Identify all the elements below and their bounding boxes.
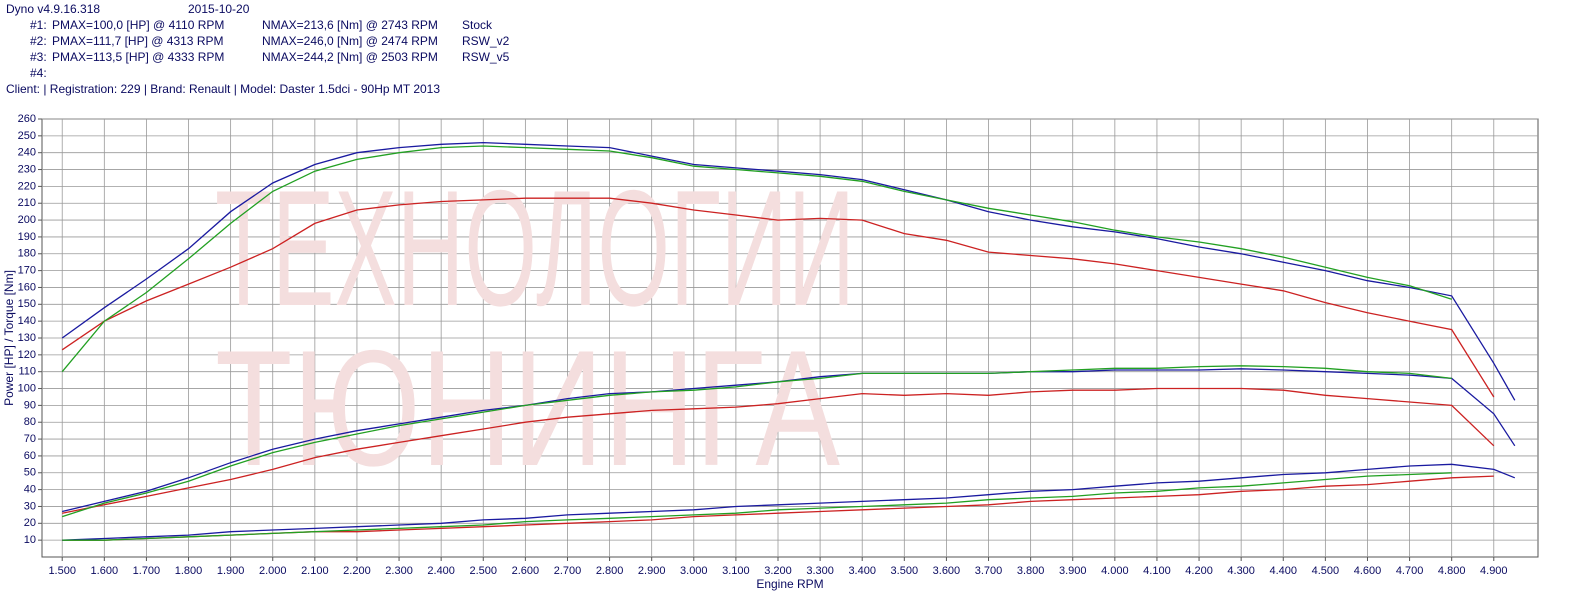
x-tick-label: 2.900 (638, 565, 666, 577)
watermark: ТЮНИНГА (215, 316, 840, 500)
client-info: Client: | Registration: 229 | Brand: Ren… (6, 82, 440, 96)
run-name: RSW_v5 (462, 50, 510, 64)
y-tick-label: 60 (24, 450, 36, 462)
data-line (61, 145, 1452, 373)
x-tick-label: 4.300 (1227, 565, 1255, 577)
data-line (62, 463, 1516, 541)
x-tick-label: 4.800 (1438, 565, 1466, 577)
y-tick-label: 250 (18, 130, 36, 142)
x-tick-label: 4.400 (1269, 565, 1297, 577)
y-tick-label: 130 (18, 332, 36, 344)
data-line (61, 197, 1495, 398)
data-line (62, 472, 1452, 541)
x-tick-label: 4.900 (1480, 565, 1508, 577)
y-tick-label: 150 (18, 298, 36, 310)
y-tick-label: 10 (24, 534, 36, 546)
lines (61, 141, 1516, 541)
run-pmax: PMAX=111,7 [HP] @ 4313 RPM (52, 34, 223, 48)
x-tick-label: 2.400 (427, 565, 455, 577)
run-nmax: NMAX=244,2 [Nm] @ 2503 RPM (262, 50, 438, 64)
x-tick-label: 4.200 (1185, 565, 1213, 577)
data-line (62, 365, 1452, 518)
x-tick-label: 3.900 (1059, 565, 1087, 577)
y-tick-label: 260 (18, 113, 36, 125)
data-line (61, 141, 1516, 401)
x-tick-label: 4.000 (1101, 565, 1129, 577)
x-tick-label: 2.500 (469, 565, 497, 577)
app-version: Dyno v4.9.16.318 (6, 2, 100, 16)
x-tick-label: 4.700 (1396, 565, 1424, 577)
x-tick-label: 3.800 (1017, 565, 1045, 577)
x-tick-label: 3.500 (891, 565, 919, 577)
x-tick-label: 2.200 (343, 565, 371, 577)
x-tick-label: 1.900 (217, 565, 245, 577)
run-pmax: PMAX=100,0 [HP] @ 4110 RPM (52, 18, 224, 32)
y-tick-label: 190 (18, 231, 36, 243)
x-tick-label: 3.000 (680, 565, 708, 577)
y-tick-label: 40 (24, 484, 36, 496)
x-tick-label: 3.200 (764, 565, 792, 577)
x-tick-label: 1.800 (175, 565, 203, 577)
y-tick-label: 220 (18, 180, 36, 192)
x-tick-label: 4.500 (1312, 565, 1340, 577)
y-tick-label: 90 (24, 399, 36, 411)
y-tick-label: 140 (18, 315, 36, 327)
y-tick-label: 170 (18, 265, 36, 277)
grid (42, 118, 1538, 557)
y-tick-label: 30 (24, 500, 36, 512)
y-tick-label: 70 (24, 433, 36, 445)
run-id: #1: (30, 18, 47, 32)
x-tick-label: 4.600 (1354, 565, 1382, 577)
run-id: #3: (30, 50, 47, 64)
x-tick-label: 3.300 (806, 565, 834, 577)
y-tick-label: 100 (18, 382, 36, 394)
watermark: ТЕХНОЛОГИИ (215, 156, 855, 340)
y-tick-label: 110 (18, 366, 36, 378)
x-tick-label: 4.100 (1143, 565, 1171, 577)
y-tick-label: 230 (18, 163, 36, 175)
x-tick-label: 3.600 (933, 565, 961, 577)
x-tick-label: 3.400 (848, 565, 876, 577)
test-date: 2015-10-20 (188, 2, 250, 16)
y-tick-label: 20 (24, 517, 36, 529)
run-id: #2: (30, 34, 47, 48)
y-tick-label: 160 (18, 281, 36, 293)
x-axis-label: Engine RPM (756, 577, 823, 591)
x-tick-label: 2.100 (301, 565, 329, 577)
run-nmax: NMAX=213,6 [Nm] @ 2743 RPM (262, 18, 438, 32)
run-pmax: PMAX=113,5 [HP] @ 4333 RPM (52, 50, 224, 64)
y-tick-label: 210 (18, 197, 36, 209)
y-tick-label: 180 (18, 248, 36, 260)
x-tick-label: 1.500 (48, 565, 76, 577)
x-tick-label: 2.300 (385, 565, 413, 577)
y-tick-label: 200 (18, 214, 36, 226)
y-tick-label: 50 (24, 467, 36, 479)
x-tick-label: 2.700 (554, 565, 582, 577)
x-tick-label: 3.700 (975, 565, 1003, 577)
x-tick-label: 3.100 (722, 565, 750, 577)
run-name: RSW_v2 (462, 34, 510, 48)
y-tick-label: 80 (24, 416, 36, 428)
x-tick-label: 1.600 (91, 565, 119, 577)
x-tick-label: 2.800 (596, 565, 624, 577)
x-tick-label: 2.000 (259, 565, 287, 577)
data-line (62, 387, 1495, 514)
data-line (62, 368, 1516, 513)
run-name: Stock (462, 18, 493, 32)
run-id: #4: (30, 66, 47, 80)
y-axis-label: Power [HP] / Torque [Nm] (2, 270, 16, 406)
run-nmax: NMAX=246,0 [Nm] @ 2474 RPM (262, 34, 438, 48)
y-tick-label: 120 (18, 349, 36, 361)
x-tick-label: 2.600 (512, 565, 540, 577)
y-tick-label: 240 (18, 147, 36, 159)
x-tick-label: 1.700 (133, 565, 161, 577)
